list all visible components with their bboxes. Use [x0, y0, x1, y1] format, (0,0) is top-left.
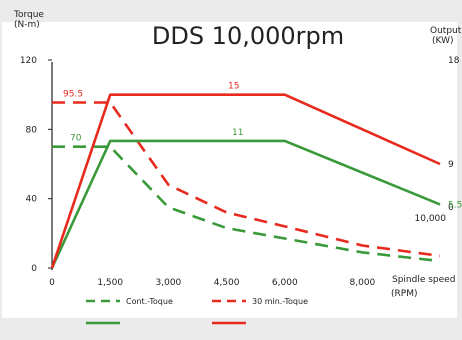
y-right-tick-label: 9: [448, 160, 454, 170]
data-label: 15: [228, 82, 239, 92]
x-tick-label: 0: [49, 278, 55, 288]
chart-title: DDS 10,000rpm: [152, 22, 344, 50]
series-line-1: [52, 145, 441, 263]
x-tick-label: 10,000: [415, 214, 447, 224]
y-left-tick-label: 0: [31, 264, 37, 274]
y-left-label-line1: Torque: [13, 10, 44, 20]
y-left-tick-label: 80: [26, 125, 38, 135]
legend-label: Cont.-Toque: [126, 297, 173, 306]
data-label: 11: [232, 128, 243, 138]
y-right-tick-label: 0: [448, 203, 454, 213]
x-tick-label: 4,500: [214, 278, 240, 288]
data-label: 95.5: [63, 89, 83, 99]
x-tick-label: 8,000: [350, 278, 376, 288]
x-tick-label: 6,000: [272, 278, 298, 288]
x-axis-label-line2: (RPM): [391, 289, 417, 299]
x-axis-label-line1: Spindle speed: [392, 275, 455, 285]
y-right-tick-label: 18: [448, 56, 460, 66]
series-line-4: [50, 93, 441, 269]
series-line-2: [52, 101, 441, 258]
series-line-3: [50, 139, 441, 269]
y-left-tick-label: 40: [26, 195, 38, 205]
data-label: 70: [70, 134, 82, 144]
x-tick-label: 3,000: [156, 278, 182, 288]
plot-panel: [2, 22, 457, 318]
x-tick-label: 1,500: [97, 278, 123, 288]
y-left-tick-label: 120: [20, 56, 37, 66]
legend-label: 30 min.-Toque: [252, 297, 308, 306]
y-right-label-line2: (KW): [432, 36, 454, 46]
y-left-label-line2: (N-m): [14, 20, 40, 30]
y-right-label-line1: Output: [430, 26, 462, 36]
y-right-tick-label: 5.5: [448, 200, 462, 210]
